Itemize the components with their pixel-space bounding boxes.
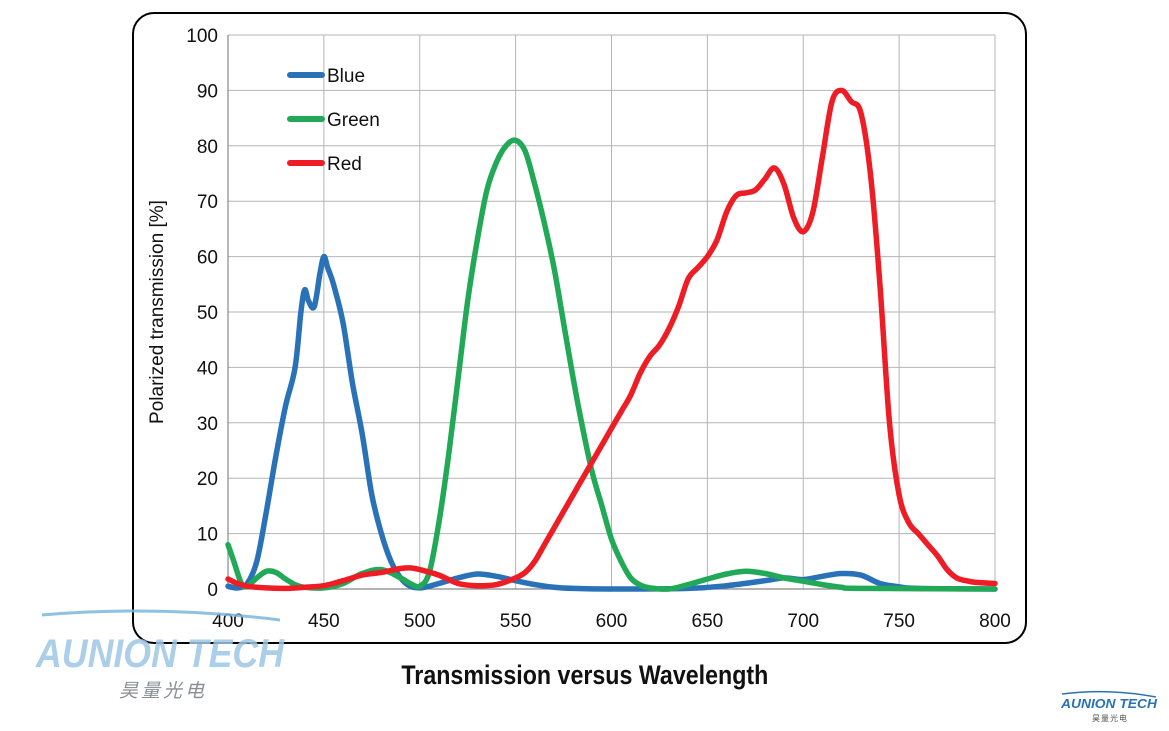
logo-brand-text: AUNION TECH [35,632,285,676]
logo-subtitle-text: 昊量光电 [119,680,207,702]
x-tick-label: 500 [404,611,436,632]
y-tick-label: 20 [197,469,218,490]
y-tick-label: 40 [197,358,218,379]
corner-logo-subtitle-text: 昊量光电 [1092,713,1128,723]
y-tick-label: 30 [197,414,218,435]
x-tick-label: 600 [596,611,628,632]
corner-logo-brand-text: AUNION TECH [1060,696,1158,711]
aunion-watermark-logo: AUNION TECH 昊量光电 [35,609,285,702]
y-tick-label: 70 [197,192,218,213]
red-series-line [225,87,998,592]
legend-label-blue: Blue [327,66,365,87]
x-tick-label: 650 [692,611,724,632]
y-tick-label: 50 [197,303,218,324]
y-tick-label: 90 [197,81,218,102]
y-tick-label: 60 [197,248,218,269]
y-tick-label: 80 [197,137,218,158]
y-tick-label: 0 [207,580,218,601]
y-tick-labels: 0 10 20 30 40 50 60 70 80 90 100 [186,26,218,601]
chart-frame [132,12,1027,644]
series-lines [225,87,998,592]
x-tick-label: 450 [308,611,340,632]
x-tick-label: 750 [883,611,915,632]
y-axis-label: Polarized transmission [%] [147,200,168,424]
y-tick-label: 10 [197,525,218,546]
x-tick-label: 700 [787,611,819,632]
chart-caption: Transmission versus Wavelength [401,660,769,690]
x-tick-label: 550 [500,611,532,632]
aunion-corner-logo: AUNION TECH 昊量光电 [1060,690,1158,723]
x-tick-label: 800 [979,611,1011,632]
legend-label-red: Red [327,154,362,175]
legend: Blue Green Red [287,66,380,175]
logo-swoosh [41,609,281,622]
legend-label-green: Green [327,110,380,131]
x-tick-labels: 400 450 500 550 600 650 700 750 800 [212,611,1011,632]
corner-logo-swoosh [1061,690,1157,698]
y-tick-label: 100 [186,26,218,47]
